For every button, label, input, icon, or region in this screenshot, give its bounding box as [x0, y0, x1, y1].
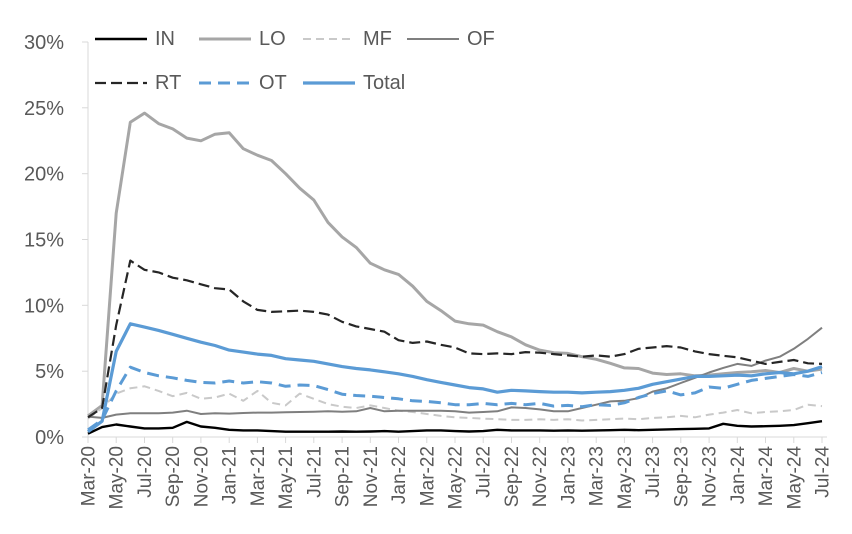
x-tick-label: Jan-23	[558, 446, 579, 504]
x-tick-label: Jul-24	[813, 446, 834, 498]
y-tick-label: 5%	[35, 361, 64, 383]
legend-label-total: Total	[363, 72, 406, 94]
series-line-mf	[87, 385, 823, 422]
x-tick-label: Jul-23	[643, 446, 664, 498]
legend-label-ot: OT	[259, 72, 287, 94]
x-tick-label: May-24	[784, 446, 805, 510]
x-tick-label: Mar-22	[417, 446, 438, 506]
legend-item-mf: MF	[303, 27, 392, 51]
legend-item-ot: OT	[199, 71, 287, 95]
x-tick-label: Jan-22	[389, 446, 410, 504]
legend-label-in: IN	[155, 28, 175, 50]
y-tick-label: 0%	[35, 427, 64, 449]
x-tick-label: Mar-23	[587, 446, 608, 506]
legend-line-sample-rt	[95, 79, 147, 87]
x-tick-label: Nov-23	[700, 446, 721, 507]
legend-item-rt: RT	[95, 71, 181, 95]
legend-item-lo: LO	[199, 27, 286, 51]
y-tick-label: 20%	[24, 164, 64, 186]
x-tick-label: Mar-20	[79, 446, 100, 506]
x-tick-label: May-21	[276, 446, 297, 509]
x-tick-label: Nov-22	[530, 446, 551, 507]
x-tick-label: Mar-21	[248, 446, 269, 506]
legend-label-of: OF	[467, 28, 495, 50]
series-line-rt	[87, 259, 823, 419]
legend-label-lo: LO	[259, 28, 286, 50]
series-line-in	[87, 420, 823, 435]
legend-line-sample-mf	[303, 35, 355, 43]
x-tick-label: Jul-22	[474, 446, 495, 498]
x-axis: Mar-20 May-20 Jul-20 Sep-20 Nov-20 Jan-21 Mar-…	[79, 436, 834, 510]
legend-label-mf: MF	[363, 28, 392, 50]
x-tick-label: Sep-21	[333, 446, 354, 507]
y-tick-label: 30%	[24, 32, 64, 54]
x-tick-label: May-20	[107, 446, 128, 509]
y-axis: 0% 5% 10% 15% 20% 25% 30%	[24, 32, 89, 449]
legend-item-of: OF	[407, 27, 495, 51]
x-tick-label: Nov-20	[191, 446, 212, 507]
series-line-lo	[87, 111, 823, 418]
legend-line-sample-in	[95, 35, 147, 43]
x-tick-label: Sep-22	[502, 446, 523, 507]
y-tick-label: 10%	[24, 295, 64, 317]
x-tick-label: Nov-21	[361, 446, 382, 507]
legend-item-total: Total	[303, 71, 405, 95]
y-tick-label: 15%	[24, 230, 64, 252]
legend-line-sample-total	[303, 79, 355, 87]
legend-label-rt: RT	[155, 72, 182, 94]
x-tick-label: Jan-24	[728, 446, 749, 505]
legend-line-sample-of	[407, 35, 459, 43]
series-line-ot	[87, 365, 823, 432]
x-tick-label: Mar-24	[756, 446, 777, 507]
x-tick-label: May-23	[615, 446, 636, 509]
x-tick-label: Jul-20	[135, 446, 156, 498]
legend-line-sample-ot	[199, 79, 251, 87]
y-tick-label: 25%	[24, 98, 64, 120]
x-tick-label: Jul-21	[304, 446, 325, 498]
legend-line-sample-lo	[199, 35, 251, 43]
x-tick-label: May-22	[446, 446, 467, 509]
x-tick-label: Sep-23	[671, 446, 692, 507]
legend-item-in: IN	[95, 27, 175, 51]
x-tick-label: Jan-21	[220, 446, 241, 504]
x-tick-label: Sep-20	[163, 446, 184, 507]
series-line-total	[87, 322, 823, 433]
